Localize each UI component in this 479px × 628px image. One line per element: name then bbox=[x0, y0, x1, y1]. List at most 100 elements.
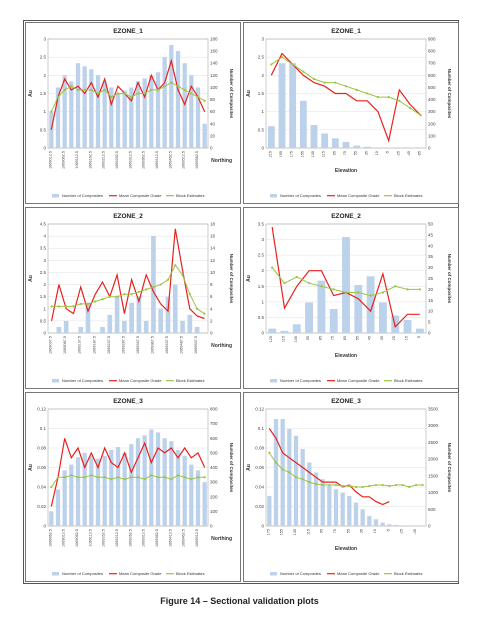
y-right-axis-label: Number of Composites bbox=[447, 254, 452, 304]
block-estimate-point bbox=[123, 92, 126, 95]
y-tick-label: 3 bbox=[261, 37, 264, 42]
composites-bar bbox=[268, 328, 277, 333]
block-estimate-point bbox=[203, 476, 206, 479]
block-estimate-point bbox=[123, 293, 126, 296]
block-estimate-point bbox=[323, 81, 326, 84]
composites-bar bbox=[320, 479, 325, 526]
x-tick-label: -45 bbox=[413, 529, 417, 535]
block-estimates-line bbox=[50, 82, 205, 112]
block-estimate-point bbox=[294, 476, 298, 479]
legend-label: Number of Composites bbox=[280, 193, 321, 198]
y-right-tick-label: 35 bbox=[428, 254, 434, 259]
block-estimate-point bbox=[334, 81, 337, 84]
y-right-tick-label: 4 bbox=[210, 306, 213, 311]
x-tick-label: 1069187.5 bbox=[92, 336, 96, 354]
composites-bar bbox=[155, 432, 161, 526]
legend-swatch-composites bbox=[52, 194, 59, 198]
x-tick-label: 95 bbox=[306, 336, 310, 340]
x-tick-label: 1069337.5 bbox=[136, 336, 140, 354]
block-estimate-point bbox=[387, 96, 390, 99]
block-estimate-point bbox=[302, 70, 305, 73]
block-estimate-point bbox=[334, 483, 338, 487]
composites-bar bbox=[129, 444, 134, 526]
x-tick-label: -65 bbox=[418, 151, 422, 157]
composites-bar bbox=[317, 280, 326, 333]
block-estimate-point bbox=[83, 88, 86, 91]
legend-label: Mean Composite Grade bbox=[119, 378, 162, 383]
chart-ezone3-elevation: EZONE_3 0 0.02 0.04 0.06 0.08 0.1 0.12 0 500 1000 1… bbox=[246, 398, 452, 576]
block-estimate-point bbox=[163, 85, 166, 88]
x-axis-label: Elevation bbox=[335, 353, 357, 359]
y-right-tick-label: 0 bbox=[210, 331, 213, 336]
block-estimate-point bbox=[103, 476, 106, 479]
legend-label: Mean Composite Grade bbox=[119, 571, 162, 576]
x-tick-label: 1069012.5 bbox=[62, 529, 66, 547]
block-estimate-point bbox=[76, 88, 80, 91]
composites-bar bbox=[149, 75, 154, 148]
block-estimate-point bbox=[170, 81, 173, 84]
y-tick-label: 0 bbox=[261, 331, 264, 336]
y-right-tick-label: 3000 bbox=[428, 423, 439, 428]
x-tick-label: 65 bbox=[343, 336, 347, 340]
block-estimate-point bbox=[312, 77, 316, 81]
y-right-tick-label: 30 bbox=[428, 265, 434, 270]
x-tick-label: 1069012.5 bbox=[48, 151, 52, 169]
y-axis-label: Au bbox=[246, 90, 252, 97]
chart-ezone2-elevation: EZONE_2 0 0.5 1 1.5 2 2.5 3 3.5 0 5 10 15 20 25 30 35 40 4… bbox=[246, 213, 452, 383]
block-estimate-point bbox=[163, 476, 166, 479]
block-estimate-point bbox=[50, 110, 53, 113]
x-tick-label: 1069512.5 bbox=[195, 529, 199, 547]
composites-bar bbox=[75, 63, 81, 148]
y-right-tick-label: 40 bbox=[210, 121, 216, 126]
y-right-axis-label: Number of Composites bbox=[229, 69, 234, 119]
block-estimate-point bbox=[190, 92, 193, 95]
x-tick-label: 175 bbox=[290, 151, 294, 157]
y-tick-label: 1.5 bbox=[40, 91, 47, 96]
y-axis-label: Au bbox=[28, 275, 34, 282]
block-estimate-point bbox=[152, 285, 155, 289]
legend-label: Number of Composites bbox=[62, 193, 103, 198]
x-tick-label: 1069262.5 bbox=[128, 529, 132, 547]
legend-label: Block Estimates bbox=[394, 571, 422, 576]
composites-bar bbox=[287, 429, 292, 526]
block-estimate-point bbox=[388, 484, 391, 488]
y-tick-label: 0.06 bbox=[37, 465, 46, 470]
block-estimate-point bbox=[110, 96, 113, 99]
x-tick-label: 1069312.5 bbox=[142, 529, 146, 547]
block-estimate-point bbox=[291, 63, 294, 66]
composites-bar bbox=[342, 141, 350, 148]
y-tick-label: 0.06 bbox=[255, 465, 264, 470]
block-estimate-point bbox=[130, 293, 133, 296]
block-estimate-point bbox=[418, 288, 421, 291]
composites-bar bbox=[354, 285, 363, 333]
block-estimate-point bbox=[70, 474, 73, 477]
y-tick-label: 1 bbox=[43, 306, 46, 311]
y-tick-label: 0 bbox=[43, 524, 46, 529]
chart-title: EZONE_1 bbox=[113, 28, 143, 35]
x-tick-label: 1069262.5 bbox=[115, 151, 119, 169]
x-tick-label: 1069137.5 bbox=[78, 336, 82, 354]
x-tick-label: 1069112.5 bbox=[88, 529, 92, 547]
composites-bar bbox=[135, 438, 141, 526]
block-estimate-point bbox=[274, 461, 278, 464]
composites-bar bbox=[56, 326, 62, 333]
x-tick-label: 75 bbox=[331, 336, 335, 340]
y-right-tick-label: 40 bbox=[428, 243, 434, 248]
y-right-tick-label: 0 bbox=[428, 146, 431, 151]
block-estimate-point bbox=[50, 485, 53, 489]
x-tick-label: -25 bbox=[400, 529, 404, 535]
composites-bar bbox=[136, 296, 142, 333]
composites-bar bbox=[82, 452, 87, 526]
x-tick-label: 25 bbox=[392, 336, 396, 340]
composites-bar bbox=[142, 435, 147, 526]
composites-bar bbox=[49, 111, 54, 148]
block-estimate-point bbox=[166, 278, 170, 281]
y-right-tick-label: 80 bbox=[210, 97, 216, 102]
x-tick-label: 125 bbox=[269, 336, 273, 342]
block-estimate-point bbox=[174, 264, 177, 267]
y-axis-label: Au bbox=[246, 464, 252, 471]
x-tick-label: 1069387.5 bbox=[151, 336, 155, 354]
x-tick-label: 1069412.5 bbox=[168, 529, 172, 547]
y-right-tick-label: 140 bbox=[210, 61, 218, 66]
composites-bar bbox=[342, 237, 350, 333]
